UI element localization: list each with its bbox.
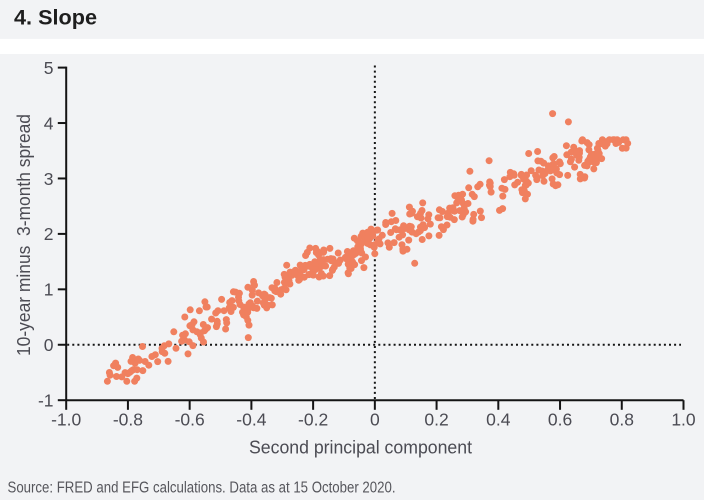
svg-text:0.2: 0.2 xyxy=(424,410,448,430)
svg-text:-1: -1 xyxy=(38,391,54,411)
svg-text:-0.4: -0.4 xyxy=(236,410,266,430)
svg-text:0: 0 xyxy=(44,335,54,355)
svg-text:10-year minus 3-month spread: 10-year minus 3-month spread xyxy=(14,114,34,356)
svg-text:-0.6: -0.6 xyxy=(175,410,205,430)
svg-text:0.4: 0.4 xyxy=(486,410,511,430)
svg-text:0: 0 xyxy=(370,410,380,430)
svg-text:0.6: 0.6 xyxy=(548,410,572,430)
svg-text:2: 2 xyxy=(44,224,54,244)
svg-text:0.8: 0.8 xyxy=(610,410,634,430)
svg-text:1: 1 xyxy=(44,280,54,300)
svg-text:-0.2: -0.2 xyxy=(298,410,328,430)
svg-text:-0.8: -0.8 xyxy=(113,410,143,430)
svg-text:4. Slope: 4. Slope xyxy=(14,5,97,29)
svg-text:4: 4 xyxy=(44,113,54,133)
svg-text:-1.0: -1.0 xyxy=(51,410,81,430)
svg-text:5: 5 xyxy=(44,58,54,78)
svg-text:1.0: 1.0 xyxy=(671,410,696,430)
svg-text:Source: FRED and EFG calculati: Source: FRED and EFG calculations. Data … xyxy=(8,480,396,497)
svg-text:3: 3 xyxy=(44,169,54,189)
svg-text:Second principal component: Second principal component xyxy=(249,438,472,458)
